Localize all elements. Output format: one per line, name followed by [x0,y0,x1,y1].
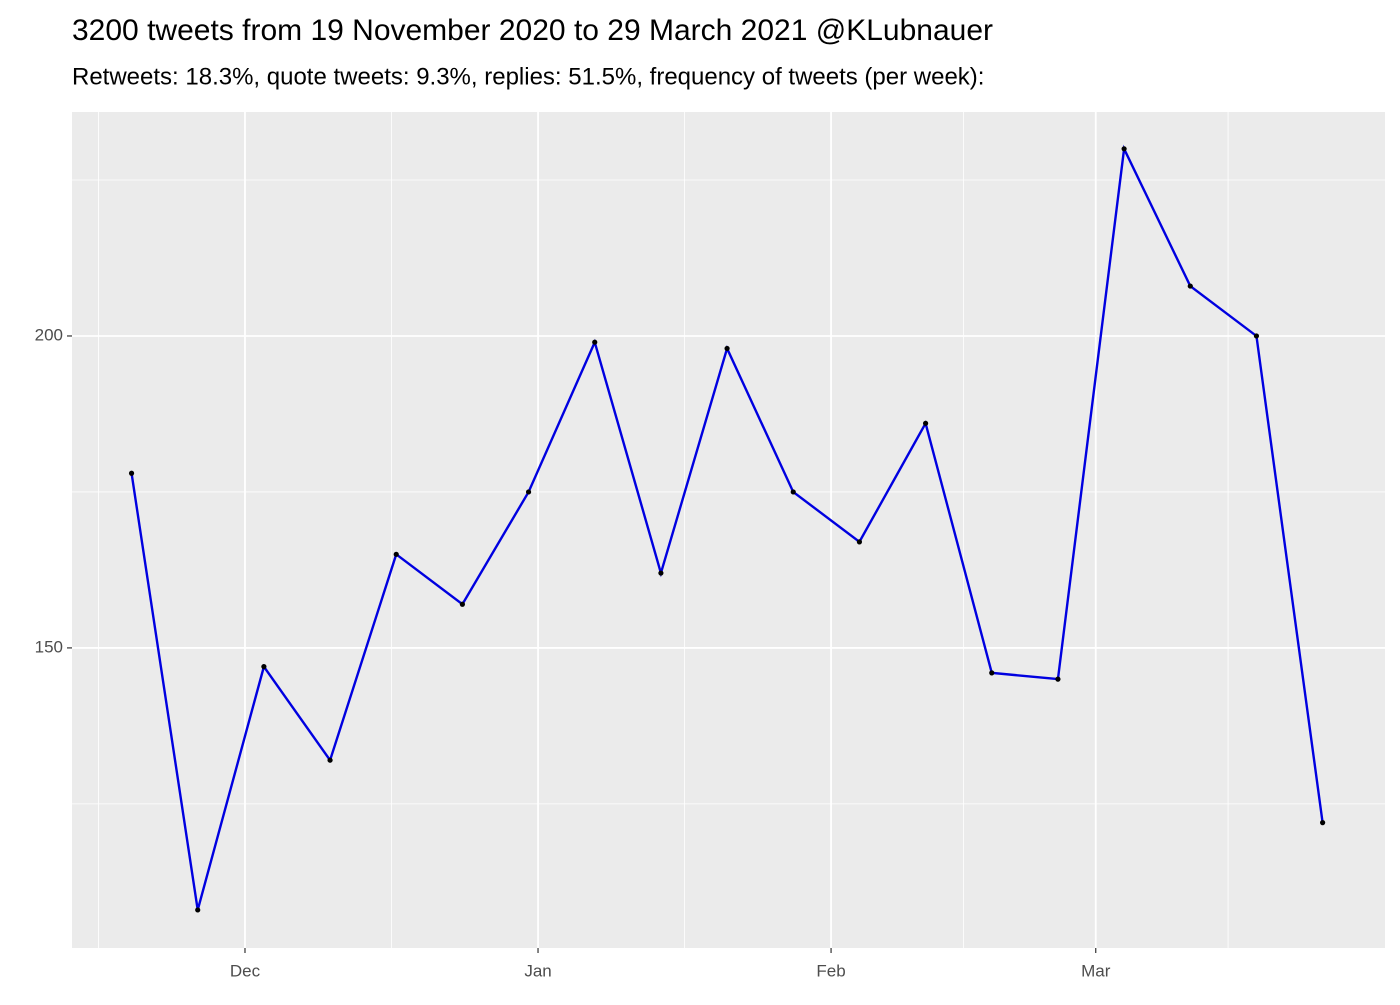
data-point [393,551,399,557]
data-point [1187,283,1193,289]
data-point [525,489,532,495]
data-point [128,470,135,476]
plot-panel [72,112,1385,948]
data-point [327,757,333,763]
data-point [724,345,730,352]
data-point [922,420,929,426]
data-point [790,489,796,495]
chart-title: 3200 tweets from 19 November 2020 to 29 … [72,14,993,47]
data-point [856,539,863,545]
y-tick-label: 150 [35,637,63,656]
data-point [1320,820,1326,826]
data-point [1055,676,1061,682]
data-point [1121,146,1127,152]
data-point [658,570,664,576]
data-point [195,907,201,913]
chart-subtitle: Retweets: 18.3%, quote tweets: 9.3%, rep… [72,63,984,90]
data-point [989,670,995,676]
x-tick-label: Jan [524,961,551,980]
x-tick-label: Dec [230,961,261,980]
data-point [1253,333,1260,339]
x-tick-label: Feb [816,961,845,980]
data-point [592,339,598,345]
x-tick-label: Mar [1081,961,1111,980]
data-point [459,601,466,607]
y-tick-label: 200 [35,325,63,344]
data-point [261,664,267,670]
